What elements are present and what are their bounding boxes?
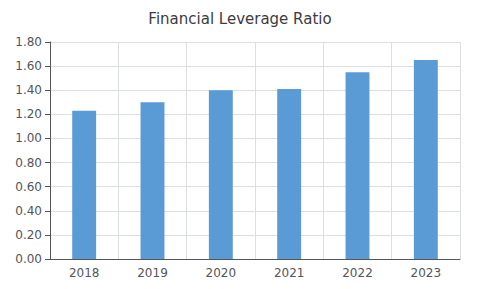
svg-text:Financial Leverage Ratio: Financial Leverage Ratio [148,10,331,28]
svg-text:1.60: 1.60 [15,59,42,73]
svg-text:2021: 2021 [274,266,305,280]
svg-text:1.40: 1.40 [15,83,42,97]
svg-text:0.00: 0.00 [15,252,42,266]
svg-text:2018: 2018 [69,266,100,280]
svg-text:2022: 2022 [342,266,373,280]
svg-text:1.80: 1.80 [15,35,42,49]
svg-text:0.80: 0.80 [15,156,42,170]
svg-text:2020: 2020 [206,266,237,280]
svg-text:1.00: 1.00 [15,131,42,145]
svg-text:0.40: 0.40 [15,204,42,218]
svg-text:0.60: 0.60 [15,180,42,194]
svg-text:0.20: 0.20 [15,228,42,242]
svg-text:1.20: 1.20 [15,107,42,121]
svg-text:2019: 2019 [137,266,168,280]
svg-text:2023: 2023 [411,266,442,280]
